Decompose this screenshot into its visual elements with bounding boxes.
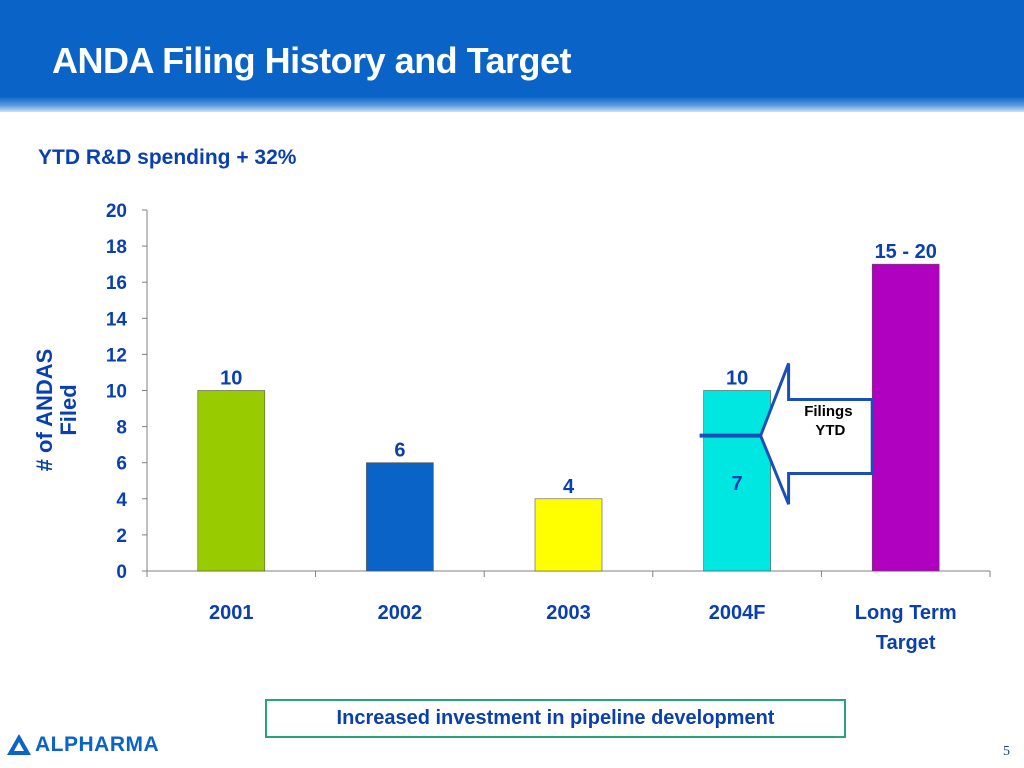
y-tick-label: 10 xyxy=(106,382,127,403)
x-tick-label-line: 2001 xyxy=(209,602,254,624)
bar-2002 xyxy=(366,462,434,572)
y-tick-label: 0 xyxy=(116,562,127,583)
page-number: 5 xyxy=(1003,744,1010,759)
logo-text: ALPHARMA xyxy=(35,733,160,756)
x-tick-label: Long Term Target xyxy=(855,602,957,654)
x-tick-label: 2004F xyxy=(709,602,766,624)
y-tick-label: 6 xyxy=(116,454,127,475)
data-label: 4 xyxy=(563,476,575,498)
data-label: 6 xyxy=(394,440,405,462)
y-axis-title-line: Filed xyxy=(56,384,81,435)
bar-long-term-target xyxy=(871,263,940,572)
axes: 0 2 4 6 8 10 12 14 16 18 20 # of ANDASFiled xyxy=(32,201,991,583)
data-label: 15 - 20 xyxy=(875,241,937,263)
subtitle: YTD R&D spending + 32% xyxy=(38,146,297,169)
x-tick-label: 2002 xyxy=(378,602,423,624)
bar-2001 xyxy=(197,390,266,572)
y-tick-label: 16 xyxy=(106,273,127,294)
alpharma-logo-icon xyxy=(7,734,31,755)
y-tick-label: 18 xyxy=(106,237,127,258)
y-tick-label: 2 xyxy=(116,526,127,547)
x-tick-label: 2003 xyxy=(546,602,591,624)
x-tick-label-line: Long Term xyxy=(855,602,957,624)
x-tick-label-line: 2004F xyxy=(709,602,766,624)
y-tick-label: 14 xyxy=(106,309,128,330)
bar-2004f xyxy=(703,390,771,572)
y-axis-title: # of ANDASFiled xyxy=(32,349,81,472)
annotation-text-line: YTD xyxy=(815,422,845,439)
x-tick-label-line: 2003 xyxy=(546,602,591,624)
annotation-text-line: Filings xyxy=(804,403,852,420)
x-tick-label-line: 2002 xyxy=(378,602,423,624)
page-title: ANDA Filing History and Target xyxy=(52,40,572,81)
x-tick-label-line: Target xyxy=(876,632,936,654)
y-tick-label: 12 xyxy=(106,345,127,366)
callout-box: Increased investment in pipeline develop… xyxy=(265,699,846,738)
x-tick-label: 2001 xyxy=(209,602,254,624)
logo: ALPHARMA xyxy=(6,733,159,757)
data-labels: 10 2001 6 2002 4 2003 10 2004F 15 - 20 Long Term T… xyxy=(209,241,957,654)
header-banner: ANDA Filing History and Target xyxy=(0,0,1024,112)
y-axis-title-line: # of ANDAS xyxy=(32,349,57,472)
annotation-text: Filings YTD xyxy=(804,403,852,439)
filings-ytd-annotation: 7 Filings YTD xyxy=(699,362,874,505)
ytd-value-label: 7 xyxy=(732,473,743,495)
arrow-callout-shape xyxy=(758,362,874,505)
y-tick-label: 20 xyxy=(106,201,127,222)
y-tick-label: 4 xyxy=(116,490,127,511)
bar-2003 xyxy=(534,498,603,572)
bars xyxy=(197,263,940,572)
bar-chart: 0 2 4 6 8 10 12 14 16 18 20 # of ANDASFiled 10 2001 6… xyxy=(32,201,991,654)
data-label: 10 xyxy=(220,368,242,390)
data-label: 10 xyxy=(726,368,748,390)
y-tick-label: 8 xyxy=(116,418,127,439)
